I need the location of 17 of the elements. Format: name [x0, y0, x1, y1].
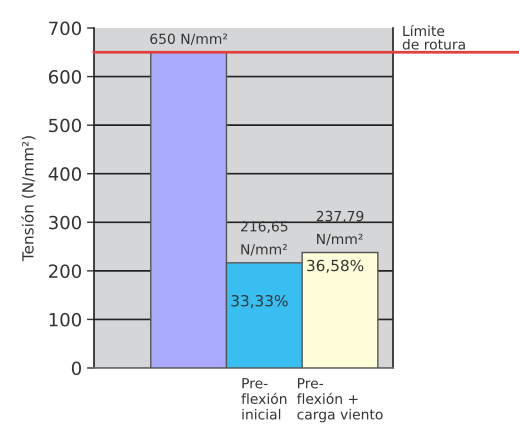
y-tick-label: 400: [48, 167, 81, 181]
ref-line-label: Límite de rotura: [402, 24, 465, 50]
y-tick-label: 500: [49, 118, 81, 132]
annotation: 36,58%: [307, 260, 364, 273]
y-tick-label: 100: [50, 312, 81, 327]
y-tick-label: 300: [49, 216, 81, 230]
y-axis-title: Tensión (N/mm²): [21, 136, 36, 262]
y-tick-label: 700: [49, 21, 81, 36]
y-tick-label: 0: [72, 361, 81, 376]
y-tick-label: 600: [48, 70, 81, 84]
data-label: 237,79 N/mm²: [316, 210, 364, 246]
annotation: 33,33%: [231, 294, 288, 308]
data-label: 650 N/mm²: [150, 34, 228, 46]
data-label: 216,65 N/mm²: [241, 221, 288, 256]
x-tick-label: Pre- flexión + carga viento: [296, 378, 383, 422]
x-tick-label: Pre- flexión inicial: [241, 378, 286, 420]
y-tick-label: 200: [49, 264, 81, 278]
